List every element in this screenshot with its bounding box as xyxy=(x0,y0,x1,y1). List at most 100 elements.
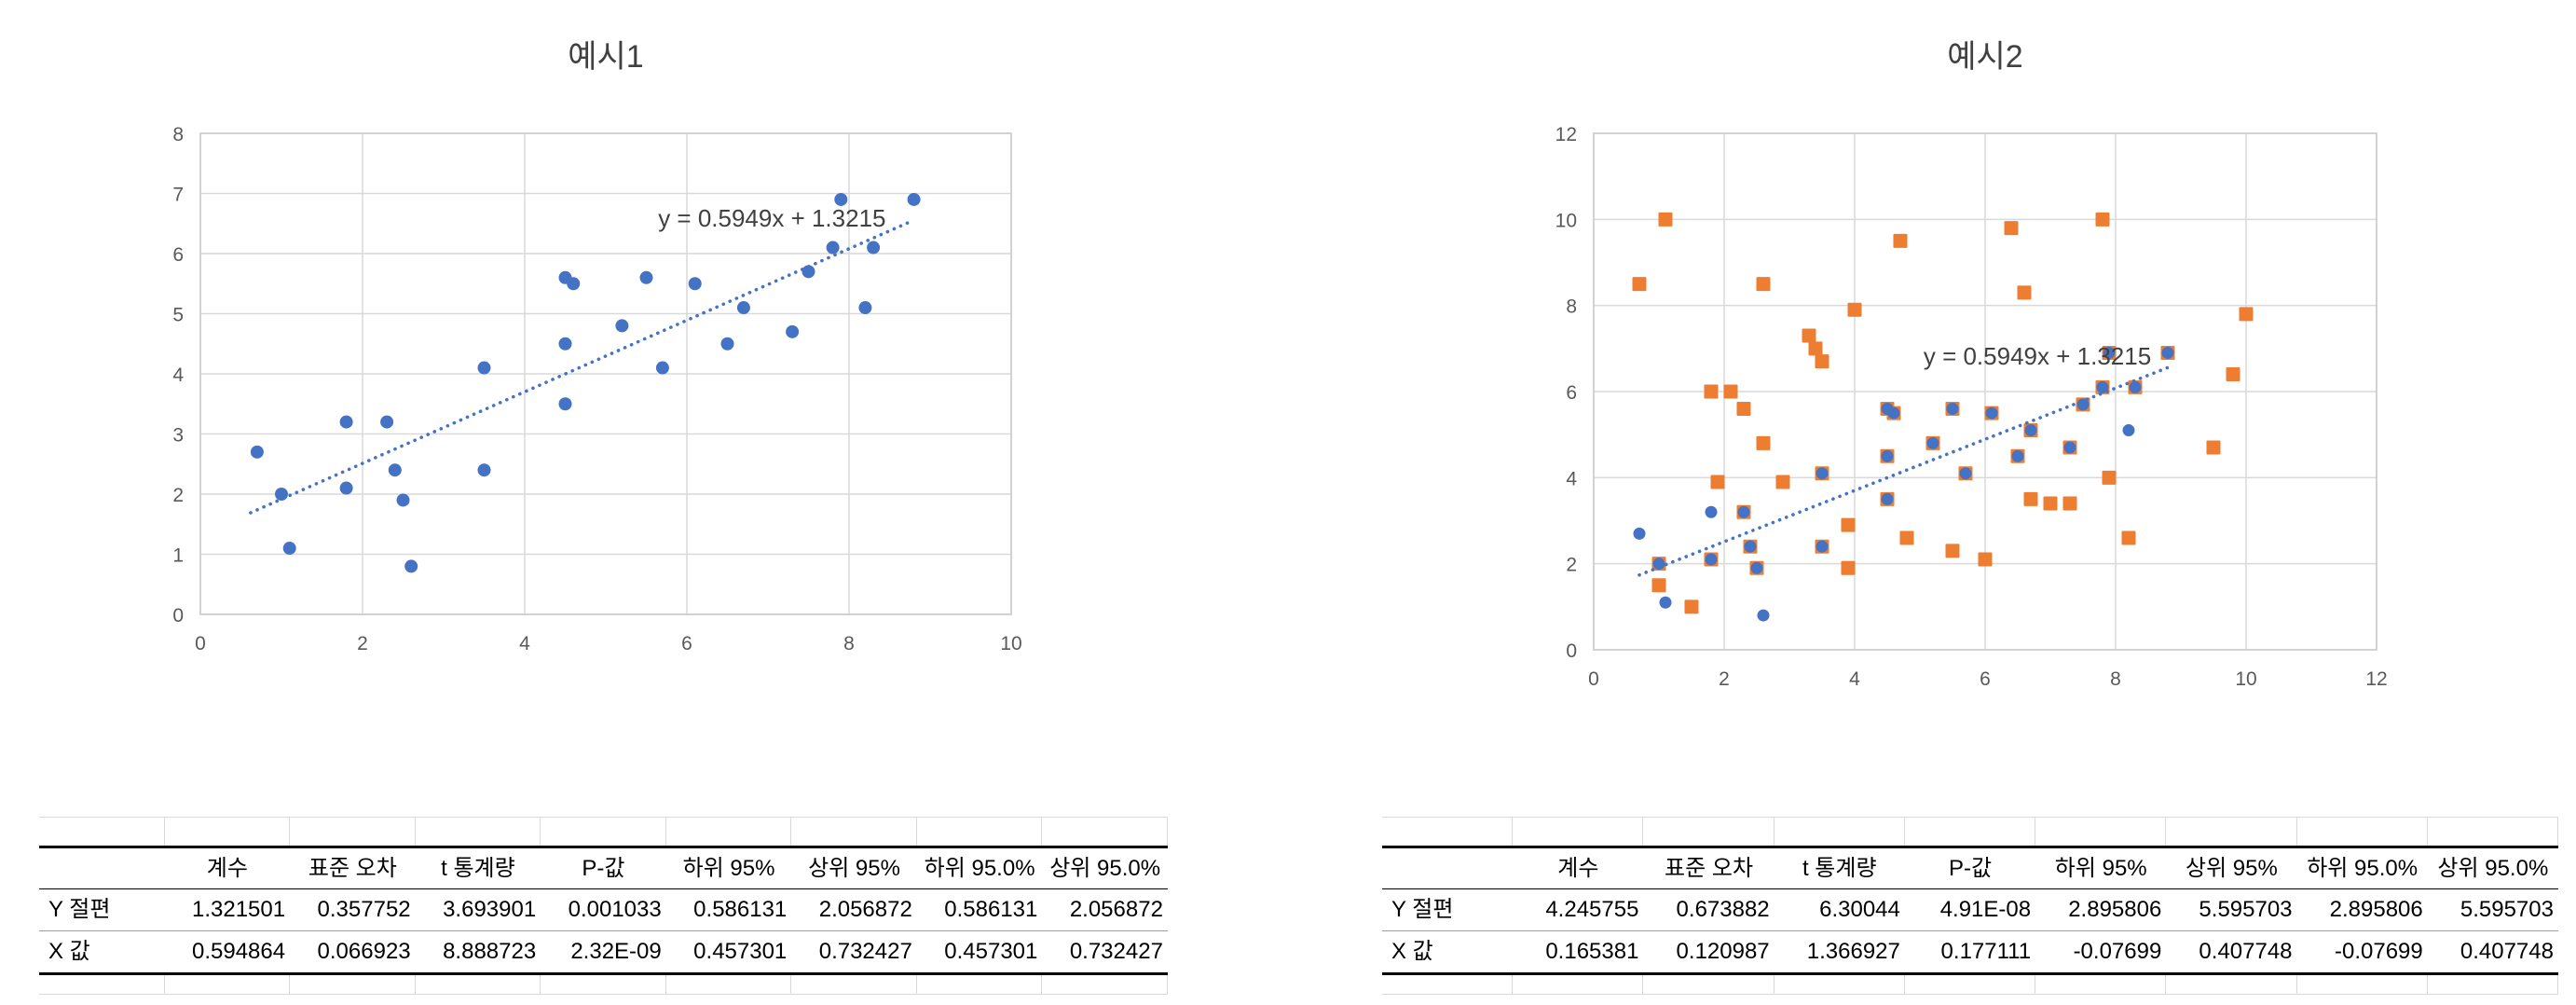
table-value-cell[interactable]: 0.457301 xyxy=(916,931,1043,975)
column-header[interactable]: 상위 95% xyxy=(791,846,917,889)
row-label[interactable]: X 값 xyxy=(39,931,165,975)
column-header[interactable]: 하위 95% xyxy=(2035,846,2167,889)
table-value-cell[interactable]: 5.595703 xyxy=(2427,889,2558,931)
scatter-point-circle xyxy=(688,277,702,291)
table-value-cell[interactable]: 5.595703 xyxy=(2166,889,2297,931)
column-header[interactable]: 상위 95% xyxy=(2166,846,2297,889)
table-value-cell[interactable]: 0.165381 xyxy=(1513,931,1644,975)
table-value-cell[interactable]: 8.888723 xyxy=(415,931,541,975)
x-tick-label: 2 xyxy=(357,633,368,654)
table-value-cell[interactable]: 3.693901 xyxy=(415,889,541,931)
table-corner-cell[interactable] xyxy=(1382,846,1514,889)
scatter-point-circle xyxy=(2129,380,2142,393)
scatter-point-circle xyxy=(1946,402,1959,415)
table-value-cell[interactable]: 0.594864 xyxy=(164,931,291,975)
column-header[interactable]: 계수 xyxy=(164,846,291,889)
scatter-point-square xyxy=(1802,328,1816,343)
table-value-cell[interactable]: -0.07699 xyxy=(2296,931,2428,975)
scatter-point-circle xyxy=(1705,505,1718,518)
column-header[interactable]: P-값 xyxy=(1904,846,2036,889)
column-header[interactable]: t 통계량 xyxy=(1774,846,1905,889)
scatter-point-square xyxy=(1651,578,1666,593)
table-value-cell[interactable]: 2.32E-09 xyxy=(541,931,666,975)
scatter-point-square xyxy=(2121,530,2136,545)
column-header[interactable]: 상위 95.0% xyxy=(1042,846,1168,889)
x-tick-label: 4 xyxy=(1849,668,1860,690)
x-tick-label: 8 xyxy=(2110,668,2121,690)
table-value-cell[interactable]: 0.407748 xyxy=(2427,931,2558,975)
table-value-cell[interactable]: 2.895806 xyxy=(2035,889,2167,931)
scatter-point-circle xyxy=(826,241,840,255)
y-tick-label: 2 xyxy=(1566,555,1577,576)
table-value-cell[interactable]: 0.407748 xyxy=(2166,931,2297,975)
scatter-point-circle xyxy=(477,463,491,477)
x-tick-label: 8 xyxy=(843,633,855,654)
table-corner-cell[interactable] xyxy=(39,846,165,889)
column-header[interactable]: 계수 xyxy=(1513,846,1644,889)
grid-spacer-cell xyxy=(415,817,541,846)
table-value-cell[interactable]: 0.001033 xyxy=(541,889,666,931)
grid-spacer-cell xyxy=(1513,817,1644,846)
scatter-point-square xyxy=(1841,560,1856,575)
table-value-cell[interactable]: 0.177111 xyxy=(1904,931,2036,975)
table-value-cell[interactable]: 0.732427 xyxy=(791,931,917,975)
x-tick-label: 4 xyxy=(519,633,530,654)
column-header[interactable]: 하위 95.0% xyxy=(916,846,1043,889)
table-value-cell[interactable]: 2.056872 xyxy=(791,889,917,931)
table-value-cell[interactable]: 2.056872 xyxy=(1042,889,1168,931)
grid-spacer-cell xyxy=(1643,975,1774,995)
regression-table-example1[interactable]: 계수 표준 오차 t 통계량 P-값 하위 95% 상위 95% 하위 95.0% 상위 95… xyxy=(39,817,1168,995)
table-value-cell[interactable]: 1.321501 xyxy=(164,889,291,931)
column-header[interactable]: t 통계량 xyxy=(415,846,541,889)
grid-spacer-cell xyxy=(1382,975,1514,995)
table-value-cell[interactable]: 0.357752 xyxy=(290,889,416,931)
scatter-point-square xyxy=(2062,496,2077,511)
row-label[interactable]: Y 절편 xyxy=(1382,889,1514,931)
table-value-cell[interactable]: 1.366927 xyxy=(1774,931,1905,975)
scatter-point-square xyxy=(2023,491,2038,506)
column-header[interactable]: 하위 95% xyxy=(665,846,792,889)
scatter-point-square xyxy=(1945,544,1960,558)
table-value-cell[interactable]: 4.91E-08 xyxy=(1904,889,2036,931)
chart-title: 예시1 xyxy=(568,39,643,75)
column-header[interactable]: 표준 오차 xyxy=(1643,846,1774,889)
table-value-cell[interactable]: 0.457301 xyxy=(665,931,792,975)
grid-spacer-cell xyxy=(1904,817,2036,846)
grid-spacer-cell xyxy=(1774,817,1905,846)
x-tick-label: 10 xyxy=(1000,633,1021,654)
table-value-cell[interactable]: 0.586131 xyxy=(665,889,792,931)
table-value-cell[interactable]: -0.07699 xyxy=(2035,931,2167,975)
y-tick-label: 2 xyxy=(172,485,184,506)
table-value-cell[interactable]: 0.673882 xyxy=(1643,889,1774,931)
row-label[interactable]: Y 절편 xyxy=(39,889,165,931)
row-label[interactable]: X 값 xyxy=(1382,931,1514,975)
scatter-point-square xyxy=(2095,212,2110,227)
table-value-cell[interactable]: 0.066923 xyxy=(290,931,416,975)
column-header[interactable]: 표준 오차 xyxy=(290,846,416,889)
grid-spacer-cell xyxy=(2035,817,2167,846)
grid-spacer-cell xyxy=(791,975,917,995)
plot-frame xyxy=(199,132,1012,615)
table-value-cell[interactable]: 0.120987 xyxy=(1643,931,1774,975)
y-tick-label: 8 xyxy=(1566,296,1577,318)
chart-예시1[interactable]: 0 1 2 3 4 5 6 7 8 0 2 4 6 8 10 예시1 y = 0.5949x + 1.3215 xyxy=(172,39,1021,654)
table-value-cell[interactable]: 4.245755 xyxy=(1513,889,1644,931)
scatter-point-square xyxy=(1847,302,1862,317)
table-value-cell[interactable]: 6.30044 xyxy=(1774,889,1905,931)
table-value-cell[interactable]: 0.732427 xyxy=(1042,931,1168,975)
scatter-point-square xyxy=(2102,470,2117,485)
table-value-cell[interactable]: 0.586131 xyxy=(916,889,1043,931)
scatter-point-circle xyxy=(1750,561,1763,574)
scatter-point-circle xyxy=(380,415,394,429)
table-value-cell[interactable]: 2.895806 xyxy=(2296,889,2428,931)
column-header[interactable]: 하위 95.0% xyxy=(2296,846,2428,889)
column-header[interactable]: 상위 95.0% xyxy=(2427,846,2558,889)
chart-예시2[interactable]: 0 2 4 6 8 10 12 0 2 4 6 8 10 12 예시2 y = 0.5949x + 1.321… xyxy=(1555,39,2388,690)
grid-spacer-cell xyxy=(1042,975,1168,995)
y-tick-label: 12 xyxy=(1555,124,1577,145)
column-header[interactable]: P-값 xyxy=(541,846,666,889)
regression-table-example2[interactable]: 계수 표준 오차 t 통계량 P-값 하위 95% 상위 95% 하위 95.0% 상위 95… xyxy=(1382,817,2558,995)
y-tick-label: 5 xyxy=(172,305,184,326)
grid-spacer-cell xyxy=(2296,975,2428,995)
scatter-point-circle xyxy=(1926,436,1939,449)
